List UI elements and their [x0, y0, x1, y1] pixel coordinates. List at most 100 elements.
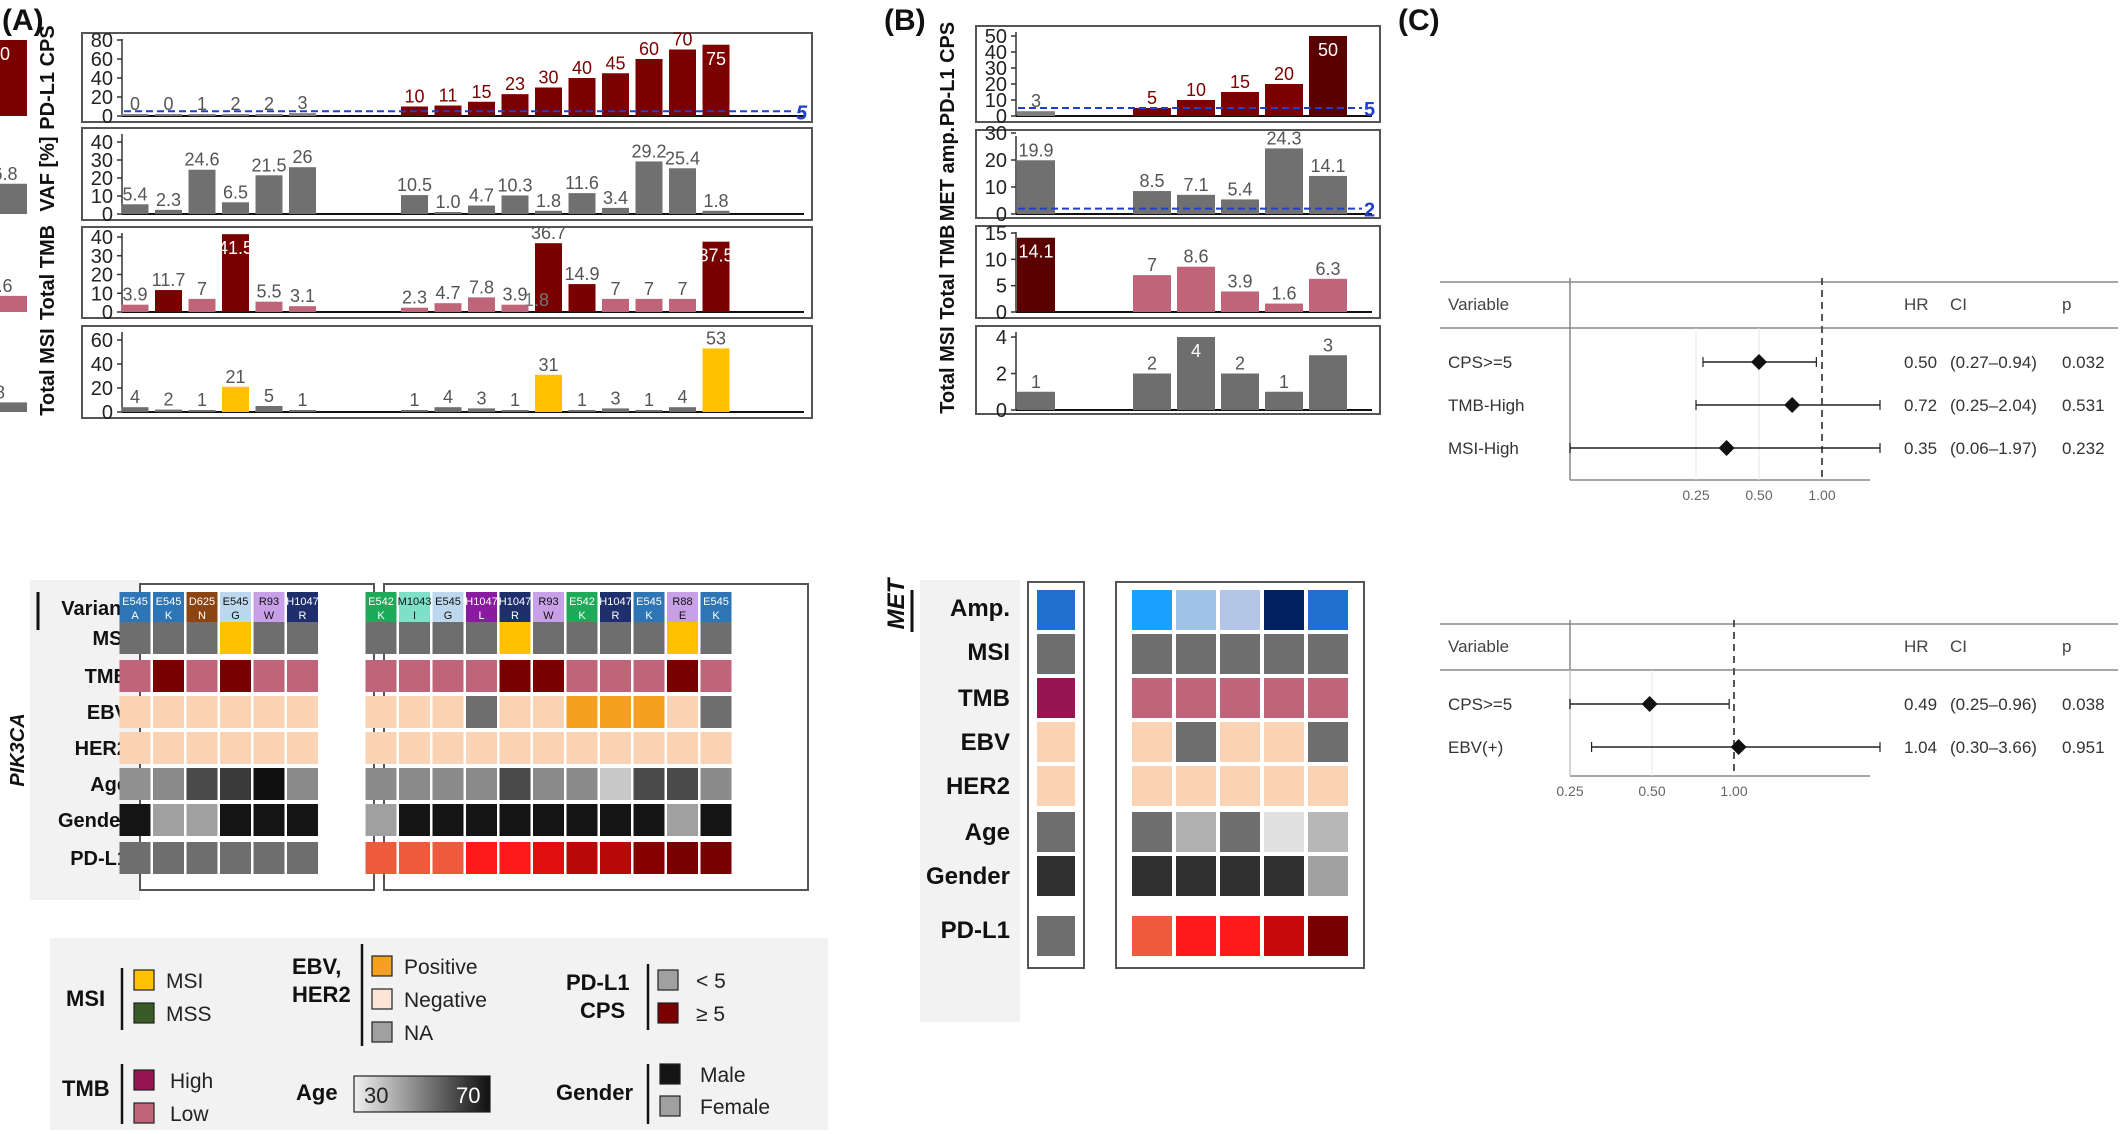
bar	[1265, 148, 1303, 214]
heatmap-cell	[667, 842, 698, 874]
variant-top: E545	[122, 596, 148, 608]
forest-header-p: p	[2062, 295, 2071, 314]
data-label: 7	[644, 279, 654, 299]
y-axis-label: MET amp.	[937, 127, 959, 221]
data-label: 5	[264, 386, 274, 406]
legend-swatch-ebv	[371, 955, 393, 977]
data-label: 30	[538, 68, 558, 88]
heatmap-cell	[667, 804, 698, 836]
data-label: 21	[225, 367, 245, 387]
data-label: 7.1	[1183, 175, 1208, 195]
data-label: 3	[610, 388, 620, 408]
variant-top: E545	[156, 596, 182, 608]
data-label: 4	[443, 387, 453, 407]
heatmap-cell	[399, 696, 430, 728]
bar	[121, 407, 149, 412]
y-tick-label: 4	[996, 327, 1007, 349]
variant-cell	[399, 592, 430, 624]
bar	[1133, 373, 1171, 410]
legend-label-ebv: Negative	[404, 989, 487, 1012]
legend-title-gender: Gender	[556, 1080, 633, 1105]
heatmap-cell	[533, 622, 564, 654]
heatmap-cell	[1308, 916, 1348, 956]
heatmap-cell	[220, 732, 251, 764]
legend-swatch-pdl1	[657, 1002, 679, 1024]
heatmap-cell	[633, 732, 665, 764]
heatmap-cell	[1264, 678, 1304, 718]
legend-swatch-tmb	[133, 1069, 155, 1091]
heatmap-cell	[153, 696, 184, 728]
y-tick-label: 0	[996, 106, 1007, 128]
bar	[434, 303, 462, 312]
data-label: 1.0	[435, 192, 460, 212]
y-tick-label: 15	[985, 223, 1007, 245]
heatmap-cell	[287, 660, 318, 692]
bar	[222, 234, 249, 312]
heatmap-cell	[1132, 812, 1172, 852]
heatmap-cell	[399, 622, 430, 654]
heatmap-cell	[1220, 916, 1260, 956]
heatmap-cell	[287, 804, 318, 836]
bar	[289, 306, 316, 312]
bar	[602, 298, 629, 312]
variant-cell	[220, 592, 251, 624]
bar	[535, 374, 562, 412]
bar	[188, 410, 216, 412]
heatmap-cell	[466, 768, 497, 800]
heatmap-cell	[153, 842, 184, 874]
bar	[669, 168, 696, 214]
variant-bottom: L	[478, 610, 484, 622]
heatmap-cell	[1132, 634, 1172, 674]
variant-top: E542	[569, 596, 595, 608]
data-label: 2	[264, 94, 274, 114]
bar	[155, 290, 182, 312]
variant-cell	[119, 592, 151, 624]
heatmap-cell	[253, 732, 285, 764]
age-gradient-bar	[353, 1075, 491, 1113]
heatmap-cell	[432, 842, 464, 874]
cutoff-label: 5	[1364, 99, 1375, 121]
y-axis-label: VAF [%]	[37, 136, 59, 211]
y-axis-label: PD-L1 CPS	[37, 25, 59, 129]
y-tick-label: 30	[985, 123, 1007, 145]
heatmap-cell	[186, 622, 218, 654]
y-tick-label: 40	[91, 68, 113, 90]
heatmap-cell	[432, 804, 464, 836]
legend-title-ebv: EBV,	[292, 954, 341, 979]
heatmap-cell	[533, 660, 564, 692]
forest-tick-label: 0.50	[1638, 783, 1665, 799]
heatmap-cell	[600, 768, 631, 800]
heatmap-cell	[633, 768, 665, 800]
y-axis-label: Total MSI	[937, 326, 959, 413]
heatmap-cell	[119, 768, 151, 800]
heatmap-cell	[1220, 812, 1260, 852]
chart-frame	[975, 129, 1381, 219]
bar	[188, 114, 216, 116]
forest-header-variable: Variable	[1448, 637, 1509, 656]
data-label: 8.6	[0, 276, 13, 296]
forest-row-p: 0.038	[2062, 695, 2105, 714]
forest-tick-label: 0.25	[1682, 487, 1709, 503]
legend-title-cps: CPS	[580, 998, 625, 1023]
legend-swatch-tmb	[133, 1102, 155, 1124]
heatmap-cell	[1176, 590, 1216, 630]
legend-swatch-msi	[133, 1002, 155, 1024]
heatmap-cell	[186, 842, 218, 874]
legend-label-ebv: NA	[404, 1022, 433, 1045]
panel-c-forest-plots: Variable HR CI p 0.25 0.50 1.00 CPS>=5 0.50 (0.27…	[1440, 278, 2118, 799]
heatmap-cell	[253, 842, 285, 874]
y-tick-label: 10	[985, 249, 1007, 271]
heatmap-cell	[1176, 634, 1216, 674]
heatmap-row-label: Amp.	[950, 595, 1010, 622]
data-label: 4	[1191, 341, 1201, 361]
heatmap-cell	[1176, 766, 1216, 806]
chart-frame	[81, 325, 813, 419]
heatmap-cell	[700, 804, 732, 836]
heatmap-cell	[186, 732, 218, 764]
data-label: 7	[610, 279, 620, 299]
bar	[635, 410, 663, 412]
heatmap-cell	[566, 804, 598, 836]
bar	[635, 59, 663, 116]
legend-label-ebv: Positive	[404, 956, 478, 979]
